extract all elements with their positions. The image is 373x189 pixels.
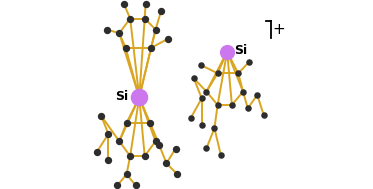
Point xyxy=(199,97,205,100)
Point xyxy=(158,10,164,13)
Point xyxy=(224,50,230,53)
Point xyxy=(254,93,260,96)
Point xyxy=(211,127,217,130)
Point xyxy=(116,32,122,35)
Point xyxy=(229,103,235,106)
Point xyxy=(214,103,220,106)
Point xyxy=(116,140,122,143)
Point xyxy=(123,46,129,49)
Point xyxy=(123,173,129,176)
Point xyxy=(173,147,179,150)
Point xyxy=(127,154,133,157)
Point xyxy=(204,90,210,93)
Point xyxy=(199,123,205,126)
Point xyxy=(214,72,220,75)
Point xyxy=(121,2,127,5)
Point xyxy=(147,122,153,125)
Point xyxy=(156,143,162,146)
Point xyxy=(163,162,169,165)
Point xyxy=(245,107,251,110)
Point xyxy=(106,132,112,136)
Point xyxy=(148,46,154,49)
Point xyxy=(174,173,180,176)
Point xyxy=(191,77,197,80)
Point xyxy=(153,140,159,143)
Point xyxy=(240,90,246,93)
Text: Si: Si xyxy=(115,90,128,103)
Point xyxy=(188,117,194,120)
Point xyxy=(127,17,133,20)
Point xyxy=(115,184,120,187)
Text: Si: Si xyxy=(234,44,247,57)
Point xyxy=(142,2,148,5)
Point xyxy=(98,114,104,117)
Point xyxy=(198,64,204,67)
Point xyxy=(142,154,148,157)
Point xyxy=(106,158,112,161)
Point xyxy=(123,122,129,125)
Point xyxy=(104,28,110,31)
Point xyxy=(142,17,148,20)
Point xyxy=(136,96,142,99)
Point xyxy=(153,28,159,31)
Point xyxy=(204,147,210,150)
Text: +: + xyxy=(273,22,286,37)
Point xyxy=(94,151,100,154)
Point xyxy=(261,113,267,116)
Point xyxy=(247,60,253,63)
Point xyxy=(165,37,171,40)
Point xyxy=(218,153,224,156)
Point xyxy=(235,72,241,75)
Point xyxy=(133,184,139,187)
